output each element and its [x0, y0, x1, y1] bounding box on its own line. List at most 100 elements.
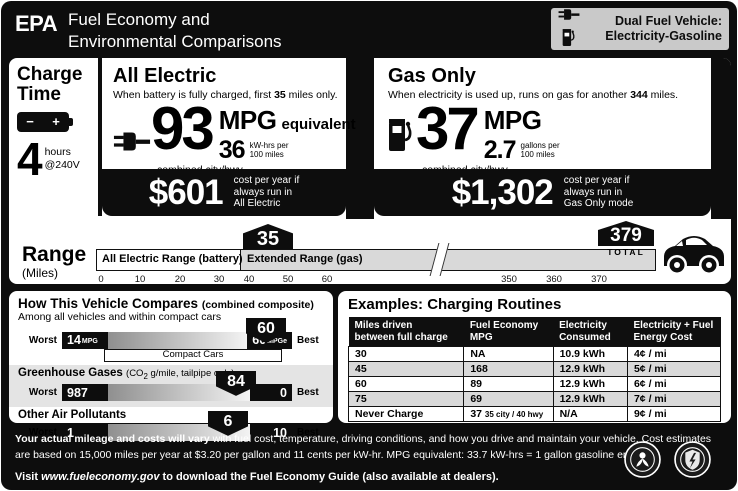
- greenhouse-gases-section: Greenhouse Gases (CO2 g/mile, tailpipe o…: [9, 365, 333, 407]
- col-header-electricity: Electricity Consumed: [553, 317, 628, 347]
- disclaimer-rest: with fuel cost, temperature, driving con…: [15, 433, 712, 461]
- cell-cost: 7¢ / mi: [626, 391, 722, 407]
- worst-label: Worst: [28, 387, 57, 399]
- charge-label-line2: Time: [17, 83, 62, 105]
- ghg-comparison-bar: Worst 987 0 Best 84: [18, 370, 324, 402]
- total-range-label: TOTAL: [607, 247, 645, 257]
- gas-range-segment: Extended Range (gas): [241, 249, 656, 271]
- best-label: Best: [297, 334, 319, 346]
- ghg-heading-text: Greenhouse Gases: [18, 367, 123, 379]
- cell-miles: 75: [347, 391, 465, 407]
- charge-hours-value: 4: [17, 132, 43, 185]
- gal-label-line1: gallons per: [520, 141, 560, 150]
- range-title: Range: [22, 243, 87, 266]
- mpg-worst-unit: MPG: [81, 338, 98, 345]
- comparison-subtitle: Among all vehicles and within compact ca…: [18, 311, 222, 323]
- visit-label: Visit: [15, 470, 42, 483]
- cell-electricity: 12.9 kWh: [552, 391, 628, 407]
- cell-cost: 5¢ / mi: [626, 361, 722, 377]
- pollutants-worst-box: 1: [62, 424, 108, 442]
- charging-routines-panel: Examples: Charging Routines Miles driven…: [338, 291, 731, 423]
- subtitle-miles: 344: [630, 89, 648, 101]
- table-row-never-charge: Never Charge 37 35 city / 40 hwy N/A 9¢ …: [347, 406, 722, 422]
- cell-electricity: 10.9 kWh: [552, 346, 628, 362]
- range-tick: 30: [213, 274, 225, 284]
- cost-note-line3: Gas Only mode: [563, 198, 634, 210]
- gallons-per-100mi-label: gallons per 100 miles: [521, 141, 560, 159]
- cell-cost: 4¢ / mi: [626, 346, 722, 362]
- charging-table: Miles driven between full charge Fuel Eco…: [347, 317, 722, 422]
- col-header-miles: Miles driven between full charge: [348, 317, 464, 347]
- cost-note-line1: cost per year if: [233, 174, 300, 186]
- charge-time-heading: Charge Time: [17, 65, 97, 105]
- comparison-title-text: How This Vehicle Compares: [18, 296, 199, 311]
- battery-icon: − +: [17, 111, 73, 132]
- ghg-note-pre: (CO: [126, 368, 144, 379]
- gas-cost-note: cost per year if always run in Gas Only …: [564, 175, 633, 210]
- mpg-gradient: [108, 331, 248, 349]
- never-charge-mpg: 37: [470, 408, 482, 420]
- cell-mpg: 168: [463, 361, 554, 377]
- subtitle-post: miles only.: [285, 89, 338, 101]
- range-heading: Range (Miles): [22, 244, 86, 279]
- mpg-best-unit: MPGe: [267, 338, 287, 345]
- footer: Your actual mileage and costs will vary …: [1, 425, 737, 490]
- battery-minus: −: [26, 114, 34, 130]
- charging-title: Examples: Charging Routines: [348, 296, 562, 313]
- worst-label: Worst: [28, 427, 57, 439]
- gal-label-line2: 100 miles: [520, 150, 555, 160]
- cell-mpg: 69: [463, 391, 554, 407]
- dual-fuel-badge: Dual Fuel Vehicle: Electricity-Gasoline: [551, 8, 729, 50]
- col-header-cost: Electricity + Fuel Energy Cost: [627, 317, 721, 347]
- cost-note-line1: cost per year if: [563, 174, 630, 186]
- cell-miles: Never Charge: [347, 406, 465, 422]
- range-tick: 20: [174, 274, 186, 284]
- charge-voltage: @240V: [44, 159, 80, 171]
- comparison-panel: How This Vehicle Compares (combined comp…: [9, 291, 333, 442]
- subtitle-miles: 35: [274, 89, 286, 101]
- electric-cost-bar: $601 cost per year if always run in All …: [102, 169, 346, 216]
- dual-fuel-badge-text: Dual Fuel Vehicle: Electricity-Gasoline: [581, 14, 722, 45]
- disclaimer-text: Your actual mileage and costs will vary …: [15, 432, 723, 464]
- pollutants-best-value: 10: [273, 425, 287, 440]
- charge-hours: 4 hours @240V: [17, 132, 97, 185]
- mpg-unit: MPG: [218, 105, 277, 135]
- mpg-equivalent-value: 93: [151, 95, 215, 162]
- mpg-unit-suffix: equivalent: [281, 116, 356, 133]
- cell-mpg: 89: [463, 376, 554, 392]
- epa-seal-icon: [624, 441, 661, 483]
- fuel-pump-icon: [388, 117, 414, 158]
- car-icon: [661, 233, 727, 282]
- badge-line1: Dual Fuel Vehicle:: [615, 13, 722, 28]
- ghg-worst-value: 987: [67, 385, 88, 400]
- best-label: Best: [297, 427, 319, 439]
- fueleconomy-link: www.fueleconomy.gov: [41, 470, 160, 483]
- range-tick: 370: [591, 274, 607, 284]
- electric-cost-note: cost per year if always run in All Elect…: [234, 175, 300, 210]
- battery-plus: +: [52, 114, 60, 130]
- comparison-title: How This Vehicle Compares (combined comp…: [18, 296, 324, 311]
- table-header-row: Miles driven between full charge Fuel Eco…: [348, 317, 721, 347]
- never-charge-mpg-note: 35 city / 40 hwy: [484, 410, 544, 419]
- ghg-note-post: g/mile, tailpipe only): [147, 368, 235, 379]
- page-title-line2: Environmental Comparisons: [68, 32, 282, 52]
- page-title-line1: Fuel Economy and: [68, 10, 210, 29]
- total-range-marker: 379 TOTAL: [598, 221, 654, 257]
- pollutants-worst-value: 1: [67, 425, 74, 440]
- epa-logo: EPA: [15, 11, 58, 36]
- mpg-worst-value: 14: [67, 333, 81, 347]
- ghg-note-sub: 2: [143, 371, 148, 381]
- gallons-per-100mi-value: 2.7: [483, 136, 517, 164]
- comparison-title-note: (combined composite): [201, 299, 314, 311]
- website-rest: to download the Fuel Economy Guide (also…: [159, 470, 499, 483]
- page-title: Fuel Economy and Environmental Compariso…: [68, 9, 282, 54]
- pollutants-best-box: 10: [250, 424, 292, 442]
- badge-line2: Electricity-Gasoline: [605, 29, 722, 43]
- ghg-best-box: 0: [250, 384, 292, 402]
- electric-cost-value: $601: [148, 172, 224, 212]
- gas-only-title: Gas Only: [388, 65, 476, 87]
- range-tick: 40: [243, 274, 255, 284]
- mpg-unit: MPG: [483, 105, 542, 135]
- table-row: 45 168 12.9 kWh 5¢ / mi: [347, 361, 722, 377]
